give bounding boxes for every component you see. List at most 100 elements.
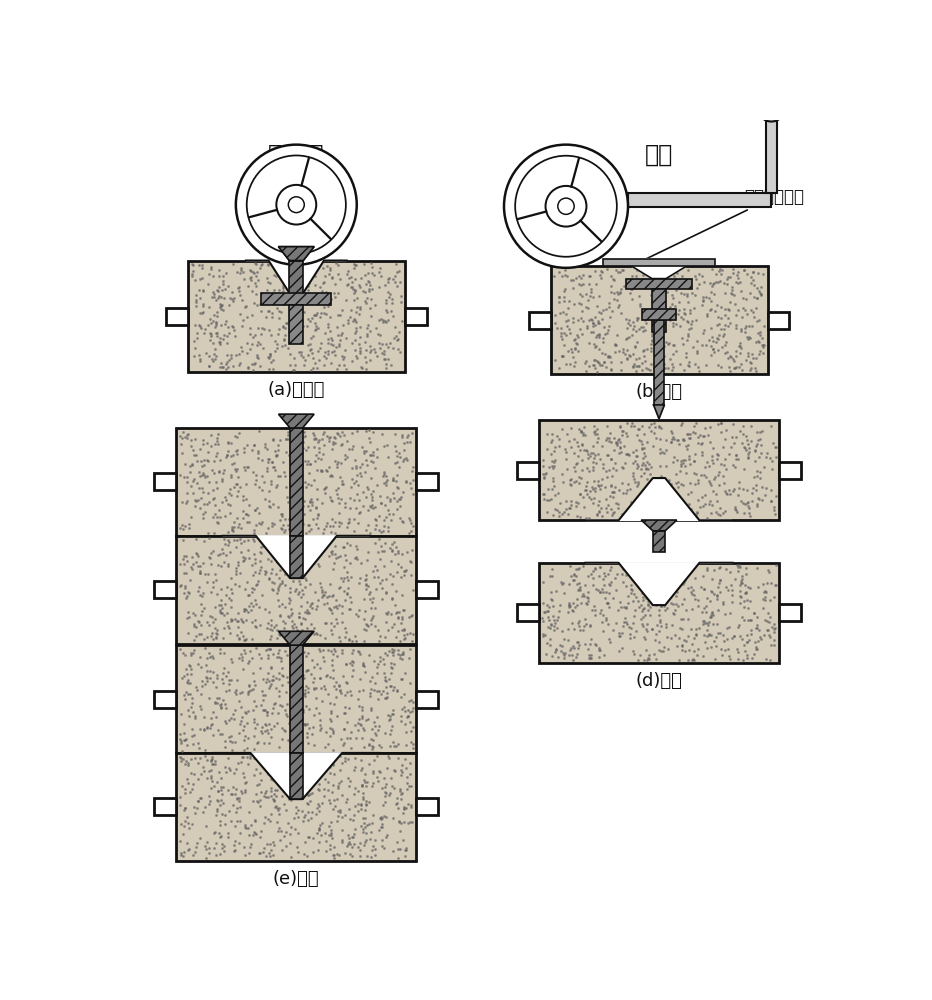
Point [386,485,401,501]
Point [598,301,613,317]
Point [206,756,221,772]
Point [383,512,398,528]
Point [583,491,598,507]
Point [731,651,746,667]
Point [602,295,617,311]
Point [681,496,696,512]
Point [324,493,339,509]
Point [205,773,220,789]
Point [706,333,720,349]
Point [296,716,311,732]
Point [226,514,241,530]
Point [620,320,635,336]
Point [298,570,313,586]
Point [395,646,410,662]
Point [310,796,325,812]
Point [612,445,627,461]
Point [312,558,327,574]
Point [378,468,393,484]
Point [674,453,689,469]
Point [270,823,285,839]
Point [179,548,194,564]
Point [255,702,270,718]
Point [222,290,237,306]
Point [690,343,705,359]
Point [649,576,664,592]
Point [280,708,295,724]
Point [318,350,333,366]
Point [590,507,605,523]
Point [596,354,611,370]
Point [287,444,302,460]
Point [262,361,277,377]
Point [711,447,726,463]
Point [594,263,609,279]
Point [537,604,552,620]
Point [605,484,620,500]
Point [372,508,387,524]
Point [284,666,299,682]
Point [704,329,719,345]
Point [222,672,237,688]
Point [386,734,401,750]
Point [190,546,205,562]
Point [705,448,720,464]
Point [255,452,270,468]
Point [185,736,200,752]
Point [211,557,226,573]
Point [292,344,307,360]
Point [595,357,610,373]
Point [745,650,760,666]
Point [233,287,248,303]
Point [281,261,296,277]
Point [338,499,353,515]
Point [624,281,639,297]
Point [681,501,696,517]
Point [668,466,683,482]
Point [624,415,639,431]
Point [555,421,569,437]
Point [651,602,666,618]
Point [727,628,742,644]
Point [214,359,229,375]
Point [747,469,761,485]
Point [616,460,631,476]
Point [670,432,685,448]
Point [278,511,293,527]
Point [323,827,338,843]
Bar [261,293,331,305]
Point [261,256,276,272]
Point [339,433,354,449]
Point [221,825,236,841]
Point [404,607,419,623]
Point [696,600,711,616]
Point [610,437,624,453]
Point [373,327,388,343]
Point [384,641,399,657]
Point [308,690,323,706]
Point [560,426,575,442]
Point [261,789,276,805]
Point [271,739,286,755]
Point [686,465,701,481]
Point [626,471,641,487]
Point [696,498,711,514]
Point [694,604,709,620]
Point [624,291,639,307]
Point [367,600,382,616]
Point [213,597,228,613]
Point [379,685,394,701]
Point [323,524,338,540]
Point [295,434,310,450]
Point [344,269,359,285]
Point [668,588,683,604]
Point [286,671,301,687]
Point [356,657,371,673]
Point [637,426,651,442]
Point [739,352,754,368]
Point [582,276,596,292]
Point [281,539,296,555]
Point [206,674,221,690]
Point [748,620,763,636]
Point [304,810,319,826]
